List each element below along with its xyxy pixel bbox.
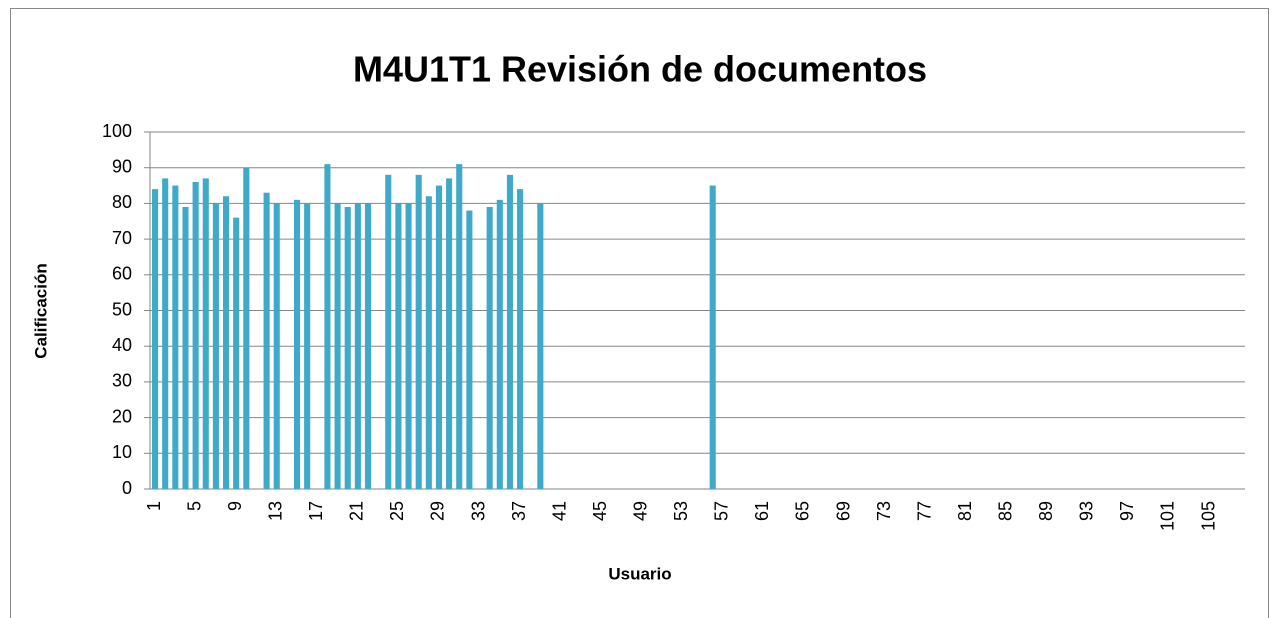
bar [415, 174, 422, 489]
bar [425, 196, 432, 489]
y-tick-label: 100 [102, 121, 132, 141]
bar [344, 206, 351, 489]
x-tick-label: 33 [468, 501, 488, 521]
bar [334, 203, 341, 489]
x-tick-label: 61 [752, 501, 772, 521]
x-tick-label: 29 [428, 501, 448, 521]
x-tick-label: 45 [590, 501, 610, 521]
bar [435, 185, 442, 490]
y-tick-label: 50 [112, 299, 132, 319]
y-tick-label: 80 [112, 192, 132, 212]
bar [506, 174, 513, 489]
x-tick-label: 41 [549, 501, 569, 521]
bar [446, 178, 453, 489]
x-tick-label: 1 [144, 501, 164, 511]
bar [709, 185, 716, 490]
bar [202, 178, 209, 489]
bar [263, 192, 270, 489]
bar [304, 203, 311, 489]
bar [233, 217, 240, 489]
y-tick-label: 20 [112, 406, 132, 426]
bar [385, 174, 392, 489]
chart-border [10, 8, 1269, 618]
bar [152, 189, 159, 489]
x-tick-label: 57 [712, 501, 732, 521]
x-tick-label: 81 [955, 501, 975, 521]
bar [162, 178, 169, 489]
bar [324, 164, 331, 489]
x-tick-label: 5 [184, 501, 204, 511]
bar [172, 185, 179, 490]
y-tick-label: 30 [112, 371, 132, 391]
y-tick-label: 0 [122, 478, 132, 498]
y-tick-label: 10 [112, 442, 132, 462]
x-tick-label: 101 [1158, 501, 1178, 531]
bar [364, 203, 372, 489]
bar [496, 199, 503, 489]
bar [212, 203, 219, 489]
bar [293, 199, 301, 489]
x-tick-label: 73 [874, 501, 894, 521]
bar [192, 181, 199, 490]
x-axis-label: Usuario [608, 564, 671, 583]
x-tick-label: 53 [671, 501, 691, 521]
chart-title: M4U1T1 Revisión de documentos [353, 49, 927, 90]
x-tick-label: 77 [914, 501, 934, 521]
x-tick-label: 37 [509, 501, 529, 521]
x-tick-label: 85 [995, 501, 1015, 521]
bar [223, 196, 230, 489]
x-tick-label: 97 [1117, 501, 1137, 521]
bar [273, 203, 280, 489]
x-tick-label: 93 [1077, 501, 1097, 521]
bar [486, 206, 493, 489]
bar [456, 164, 463, 489]
x-tick-label: 65 [793, 501, 813, 521]
x-tick-label: 9 [225, 501, 245, 511]
x-tick-label: 13 [265, 501, 285, 521]
bar [395, 203, 402, 489]
x-tick-label: 89 [1036, 501, 1056, 521]
x-tick-label: 69 [833, 501, 853, 521]
y-tick-label: 90 [112, 156, 132, 176]
bar [354, 203, 361, 489]
x-tick-label: 105 [1198, 501, 1218, 531]
x-tick-label: 25 [387, 501, 407, 521]
bar [243, 167, 250, 489]
bar [517, 189, 524, 489]
bar [405, 203, 412, 489]
x-tick-label: 21 [347, 501, 367, 521]
y-axis-label: Calificación [31, 263, 50, 358]
bar [182, 206, 189, 489]
y-tick-label: 60 [112, 264, 132, 284]
x-tick-label: 17 [306, 501, 326, 521]
y-tick-label: 70 [112, 228, 132, 248]
y-tick-label: 40 [112, 335, 132, 355]
bar [537, 203, 544, 489]
bar [466, 210, 473, 490]
x-tick-label: 49 [630, 501, 650, 521]
